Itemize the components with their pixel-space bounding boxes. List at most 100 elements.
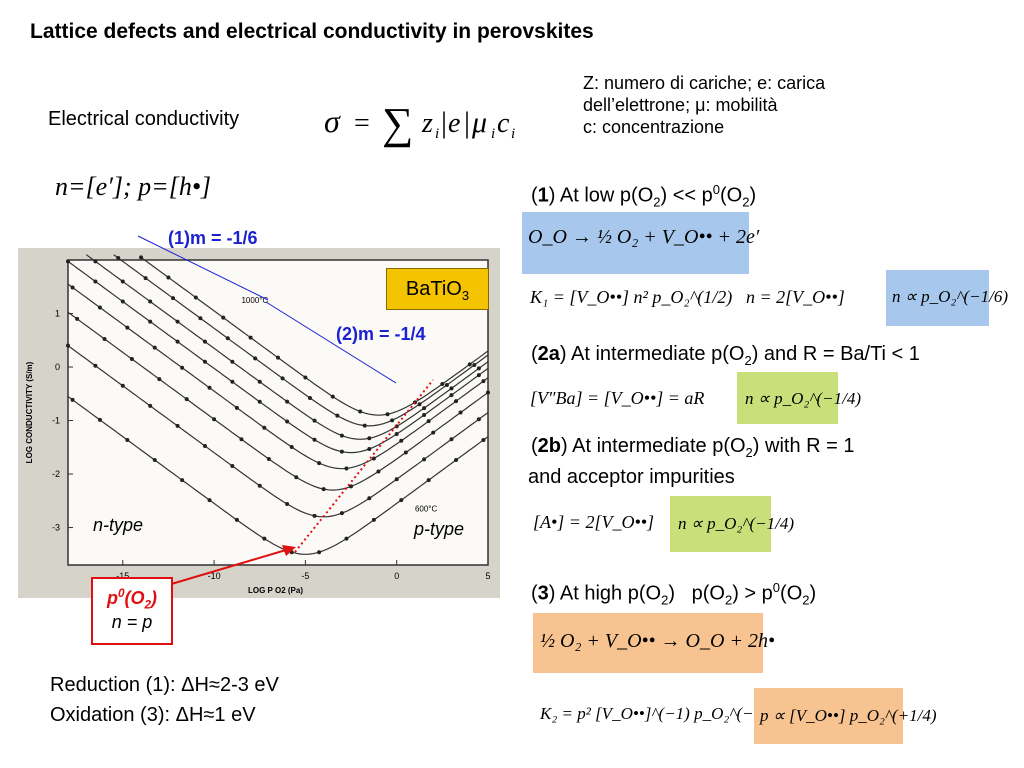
data-point (458, 410, 463, 415)
data-point (93, 259, 98, 264)
data-curve (67, 345, 489, 518)
svg-text:e: e (448, 108, 460, 139)
data-point (175, 423, 180, 428)
x-axis-label: LOG P O2 (Pa) (248, 586, 303, 595)
data-point (75, 316, 80, 321)
case1-prop: n ∝ p_O₂^(−1/6) (892, 287, 1009, 306)
data-point (317, 461, 322, 466)
data-point (371, 456, 376, 461)
data-point (171, 296, 175, 301)
data-point (66, 259, 70, 264)
data-point (262, 536, 267, 541)
case3-prop: p ∝ [V_O••] p_O₂^(+1/4) (760, 706, 937, 725)
p0-arrow (167, 549, 287, 586)
case2b-heading: (2b) At intermediate p(O2) with R = 1 (531, 435, 855, 460)
n-equals-p: n = p (111, 611, 153, 632)
data-point (70, 285, 75, 290)
data-point (102, 336, 107, 341)
material-label: BaTiO3 (405, 278, 470, 303)
case3-prop-box (754, 688, 903, 744)
data-point (120, 383, 125, 388)
data-point (234, 405, 239, 410)
data-point (285, 419, 290, 424)
case2b-eq: [A•] = 2[V_O••] (533, 512, 655, 532)
data-point (184, 397, 189, 402)
np-formula: n=[e′]; p=[h•] (55, 172, 212, 201)
svg-text:σ: σ (324, 103, 341, 139)
data-point (321, 487, 326, 492)
slope1-label: (1)m = -1/6 (168, 228, 258, 248)
material-badge: BaTiO3 (386, 268, 489, 310)
data-point (376, 469, 381, 474)
data-point (148, 403, 153, 408)
data-point (230, 359, 235, 364)
page-title: Lattice defects and electrical conductiv… (30, 20, 594, 43)
data-point (467, 362, 472, 367)
svg-text:i: i (435, 126, 439, 142)
data-point (148, 319, 153, 324)
data-point (193, 295, 198, 300)
svg-text:i: i (511, 126, 515, 142)
data-point (472, 363, 477, 368)
data-point (417, 402, 422, 407)
data-point (426, 478, 431, 483)
data-point (125, 325, 130, 330)
data-curve (140, 256, 489, 416)
p-type-label: p-type (414, 519, 465, 539)
data-point (66, 343, 70, 348)
data-point (97, 305, 102, 310)
data-point (422, 406, 427, 411)
slope2-label: (2)m = -1/4 (336, 324, 426, 344)
data-point (449, 437, 454, 442)
data-point (312, 513, 317, 518)
data-point (422, 412, 427, 417)
svg-text:i: i (491, 126, 495, 142)
sigma-formula-svg: σ = ∑ z i | e | μ i c i (324, 99, 515, 148)
data-point (152, 458, 157, 463)
y-axis-label: LOG CONDUCTIVITY (S/m) (25, 361, 34, 463)
oxidation-text: Oxidation (3): ΔH≈1 eV (50, 704, 256, 726)
data-point (339, 511, 344, 516)
data-point (257, 399, 262, 404)
p0-box: p0(O2) n = p (91, 577, 173, 645)
data-point (312, 437, 317, 442)
data-point (157, 377, 162, 382)
data-point (239, 437, 244, 442)
data-point (403, 450, 408, 455)
n-type-label: n-type (93, 515, 144, 535)
data-point (225, 336, 230, 341)
data-point (257, 483, 262, 488)
data-point (481, 437, 486, 442)
svg-text:|: | (464, 106, 470, 139)
data-curve (113, 254, 489, 427)
data-point (362, 423, 367, 428)
data-point (93, 279, 98, 284)
conductivity-formula: σ = ∑ z i | e | μ i c i (322, 99, 552, 155)
data-point (207, 498, 212, 503)
reduction-text: Reduction (1): ΔH≈2-3 eV (50, 674, 279, 696)
data-curve (67, 311, 489, 491)
p0-label: p0(O2) (106, 587, 158, 612)
data-point (476, 366, 481, 371)
case3-eq: ½ O₂ + V_O•• → O_O + 2h• (540, 630, 775, 652)
data-point (276, 355, 280, 360)
data-point (175, 319, 180, 324)
svg-text:c: c (497, 108, 510, 139)
data-point (344, 536, 349, 541)
legend-note: Z: numero di cariche; e: carica dell’ele… (583, 72, 825, 138)
data-point (152, 345, 157, 350)
case2b-prop: n ∝ p_O₂^(−1/4) (678, 514, 795, 533)
conductivity-label: Electrical conductivity (48, 108, 240, 130)
temp-annotation-high: 1000°C (241, 296, 268, 305)
case3-eq-box (533, 613, 763, 673)
data-point (262, 425, 267, 430)
data-point (454, 399, 459, 404)
data-point (129, 357, 134, 362)
case2a-heading: (2a) At intermediate p(O2) and R = Ba/Ti… (531, 343, 920, 368)
data-point (303, 375, 308, 380)
data-point (143, 276, 148, 281)
case1-prop-box (886, 270, 989, 326)
case1-eq: O_O → ½ O₂ + V_O•• + 2e′ (528, 226, 760, 248)
data-point (280, 376, 285, 381)
